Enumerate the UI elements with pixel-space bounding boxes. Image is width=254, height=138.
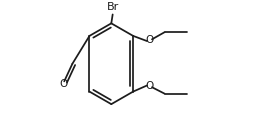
Text: Br: Br bbox=[106, 2, 119, 12]
Text: O: O bbox=[145, 81, 154, 91]
Text: O: O bbox=[145, 35, 154, 45]
Text: O: O bbox=[59, 79, 67, 89]
